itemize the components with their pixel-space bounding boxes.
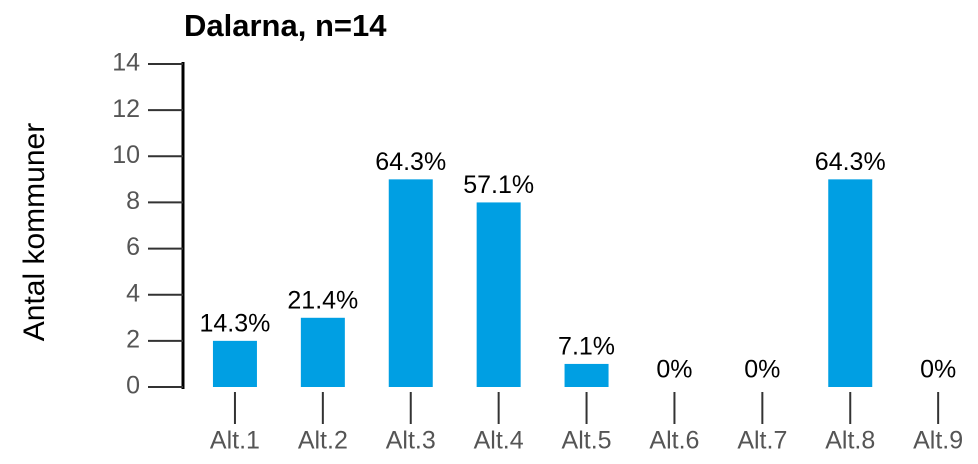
x-tick-label: Alt.8 xyxy=(825,427,875,455)
y-tick-label: 8 xyxy=(126,187,140,215)
x-tick-label: Alt.6 xyxy=(649,427,699,455)
bar xyxy=(212,340,257,387)
x-tick-label: Alt.2 xyxy=(298,427,348,455)
y-tick-label: 2 xyxy=(126,325,140,353)
value-label: 0% xyxy=(656,356,692,384)
value-label: 14.3% xyxy=(200,309,271,337)
x-tick-label: Alt.5 xyxy=(562,427,612,455)
y-tick-label: 4 xyxy=(126,279,140,307)
y-tick-label: 6 xyxy=(126,233,140,261)
chart-title: Dalarna, n=14 xyxy=(184,8,387,43)
y-tick-label: 12 xyxy=(112,95,140,123)
value-label: 64.3% xyxy=(815,148,886,176)
bar xyxy=(828,179,873,387)
bar xyxy=(564,363,609,387)
x-tick-label: Alt.7 xyxy=(737,427,787,455)
x-tick-label: Alt.9 xyxy=(913,427,963,455)
value-label: 7.1% xyxy=(558,333,615,361)
y-tick-label: 0 xyxy=(126,372,140,400)
value-label: 0% xyxy=(920,356,956,384)
bar xyxy=(476,202,521,387)
bar xyxy=(388,179,433,387)
value-label: 57.1% xyxy=(463,171,534,199)
value-label: 21.4% xyxy=(287,286,358,314)
x-tick-label: Alt.4 xyxy=(474,427,524,455)
value-label: 0% xyxy=(744,356,780,384)
bar xyxy=(300,317,345,387)
x-tick-label: Alt.3 xyxy=(386,427,436,455)
y-tick-label: 10 xyxy=(112,141,140,169)
value-label: 64.3% xyxy=(375,148,446,176)
y-axis-label: Antal kommuner xyxy=(18,123,51,341)
y-tick-label: 14 xyxy=(112,49,140,77)
x-tick-label: Alt.1 xyxy=(210,427,260,455)
